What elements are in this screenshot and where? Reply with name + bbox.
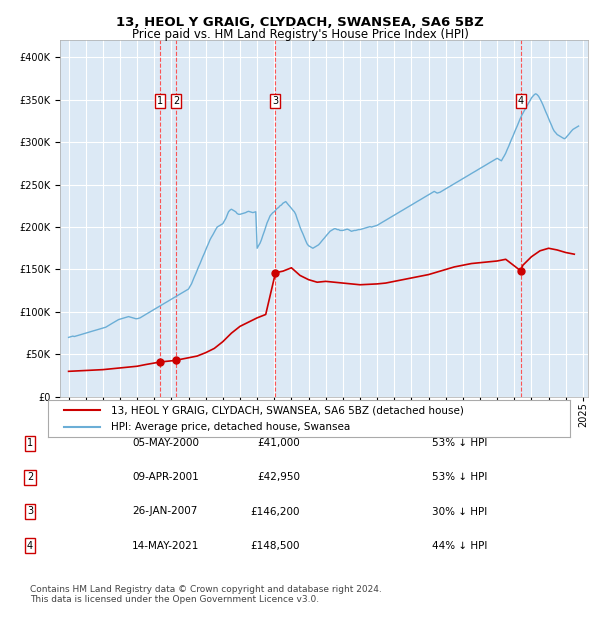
Text: 09-APR-2001: 09-APR-2001 (132, 472, 199, 482)
Text: 44% ↓ HPI: 44% ↓ HPI (432, 541, 487, 551)
Text: Price paid vs. HM Land Registry's House Price Index (HPI): Price paid vs. HM Land Registry's House … (131, 28, 469, 41)
Text: 3: 3 (27, 507, 33, 516)
Text: 4: 4 (518, 96, 524, 106)
Text: Contains HM Land Registry data © Crown copyright and database right 2024.
This d: Contains HM Land Registry data © Crown c… (30, 585, 382, 604)
Text: 3: 3 (272, 96, 278, 106)
Text: £146,200: £146,200 (251, 507, 300, 516)
Text: 05-MAY-2000: 05-MAY-2000 (132, 438, 199, 448)
Text: 13, HEOL Y GRAIG, CLYDACH, SWANSEA, SA6 5BZ: 13, HEOL Y GRAIG, CLYDACH, SWANSEA, SA6 … (116, 16, 484, 29)
Text: 13, HEOL Y GRAIG, CLYDACH, SWANSEA, SA6 5BZ (detached house): 13, HEOL Y GRAIG, CLYDACH, SWANSEA, SA6 … (110, 405, 464, 415)
Text: 53% ↓ HPI: 53% ↓ HPI (432, 438, 487, 448)
Text: £148,500: £148,500 (251, 541, 300, 551)
Text: 1: 1 (157, 96, 163, 106)
Text: 26-JAN-2007: 26-JAN-2007 (132, 507, 197, 516)
Text: 53% ↓ HPI: 53% ↓ HPI (432, 472, 487, 482)
Text: £42,950: £42,950 (257, 472, 300, 482)
Text: 30% ↓ HPI: 30% ↓ HPI (432, 507, 487, 516)
Text: £41,000: £41,000 (257, 438, 300, 448)
Text: 1: 1 (27, 438, 33, 448)
Text: HPI: Average price, detached house, Swansea: HPI: Average price, detached house, Swan… (110, 422, 350, 432)
Text: 2: 2 (27, 472, 33, 482)
Text: 4: 4 (27, 541, 33, 551)
Text: 14-MAY-2021: 14-MAY-2021 (132, 541, 199, 551)
Text: 2: 2 (173, 96, 179, 106)
